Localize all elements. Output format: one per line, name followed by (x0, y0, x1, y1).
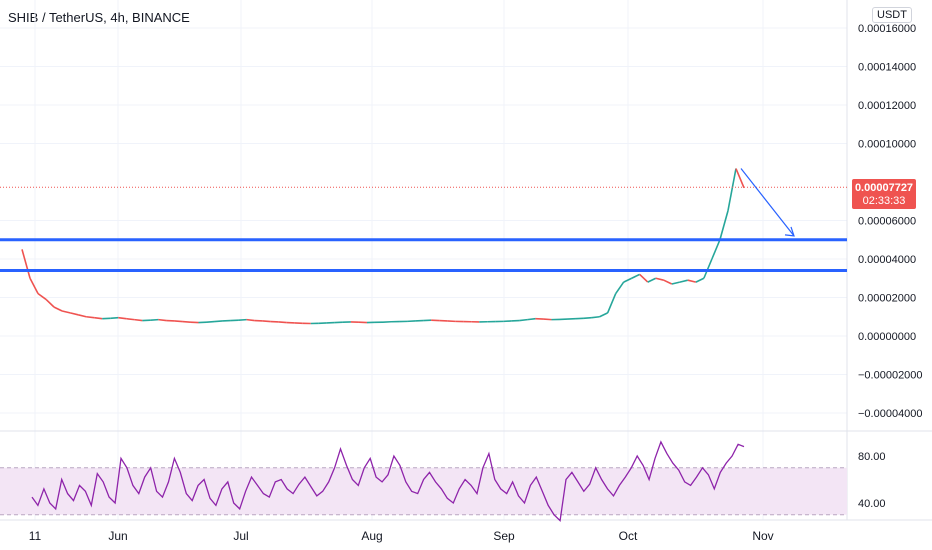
price-axis-ticks: 0.00016000 0.00014000 0.00012000 0.00010000… (858, 23, 923, 420)
rsi-tick-label: 80.00 (858, 451, 886, 463)
price-segment (29, 277, 39, 295)
price-tick-label: 0.00014000 (858, 62, 916, 74)
rsi-series (31, 440, 745, 522)
price-segment (278, 321, 287, 324)
time-tick-label: Oct (619, 529, 638, 543)
price-segment (543, 318, 552, 321)
price-segment (53, 306, 63, 312)
price-tick-label: 0.00010000 (858, 139, 916, 151)
price-tick-label: 0.00000000 (858, 331, 916, 343)
price-segment (118, 316, 127, 320)
price-tick-label: 0.00012000 (858, 100, 916, 112)
price-segment (37, 293, 47, 301)
price-segment (206, 320, 215, 323)
rsi-axis-ticks: 80.00 40.00 (858, 451, 886, 510)
price-segment (77, 314, 87, 318)
price-segment (238, 318, 247, 322)
price-segment (679, 279, 689, 283)
price-segment (182, 320, 191, 323)
price-segment (727, 168, 737, 212)
time-tick-label: Sep (493, 529, 515, 543)
price-segment (126, 317, 135, 321)
price-tick-label: 0.00004000 (858, 254, 916, 266)
price-segment (69, 312, 79, 316)
bar-countdown: 02:33:33 (862, 195, 906, 207)
price-segment (527, 317, 536, 321)
time-tick-label: 11 (29, 529, 42, 543)
price-segment (599, 312, 608, 318)
price-segment (614, 281, 625, 295)
time-tick-label: Aug (361, 529, 382, 543)
price-segment (583, 316, 592, 320)
price-segment (110, 316, 119, 320)
rsi-tick-label: 40.00 (858, 498, 886, 510)
price-segment (735, 168, 745, 189)
price-segment (214, 320, 223, 323)
price-segment (719, 210, 729, 240)
arrow-head (784, 226, 795, 237)
price-series (21, 168, 745, 325)
price-tick-label: 0.00002000 (858, 293, 916, 305)
price-segment (606, 293, 617, 314)
rsi-line (31, 440, 745, 522)
last-price-value: 0.00007727 (854, 182, 914, 194)
price-segment (687, 279, 697, 283)
price-segment (695, 277, 705, 283)
price-tick-label: −0.00004000 (858, 408, 923, 420)
price-segment (663, 279, 673, 285)
price-tick-label: 0.00006000 (858, 216, 916, 228)
time-tick-label: Jul (233, 529, 248, 543)
price-segment (246, 318, 255, 322)
price-segment (94, 316, 103, 320)
price-tick-label: 0.00016000 (858, 23, 916, 35)
annotations (0, 168, 847, 273)
price-segment (639, 273, 649, 283)
price-segment (21, 249, 31, 279)
price-segment (647, 277, 657, 283)
price-segment (519, 318, 528, 322)
time-tick-label: Nov (752, 529, 773, 543)
price-segment (134, 318, 143, 322)
price-tick-label: −0.00002000 (858, 370, 923, 382)
price-segment (86, 315, 95, 319)
price-segment (671, 281, 681, 285)
rsi-band-lines (0, 467, 847, 516)
price-segment (703, 258, 713, 279)
price-segment (711, 239, 721, 260)
last-price-tag: 0.00007727 02:33:33 (852, 179, 916, 209)
price-segment (61, 310, 71, 314)
price-segment (623, 277, 633, 283)
currency-badge[interactable]: USDT (872, 7, 912, 23)
price-segment (591, 315, 600, 319)
price-segment (45, 298, 55, 308)
chart-title: SHIB / TetherUS, 4h, BINANCE (8, 10, 190, 25)
price-segment (631, 273, 641, 279)
price-segment (158, 318, 167, 322)
projection-arrow (740, 168, 795, 237)
price-segment (655, 277, 664, 281)
grid (0, 0, 847, 520)
price-segment (174, 320, 183, 323)
time-axis-ticks: 11 Jun Jul Aug Sep Oct Nov (29, 529, 774, 543)
time-tick-label: Jun (108, 529, 127, 543)
price-segment (150, 318, 159, 322)
price-segment (262, 320, 271, 323)
rsi-band (0, 467, 847, 515)
